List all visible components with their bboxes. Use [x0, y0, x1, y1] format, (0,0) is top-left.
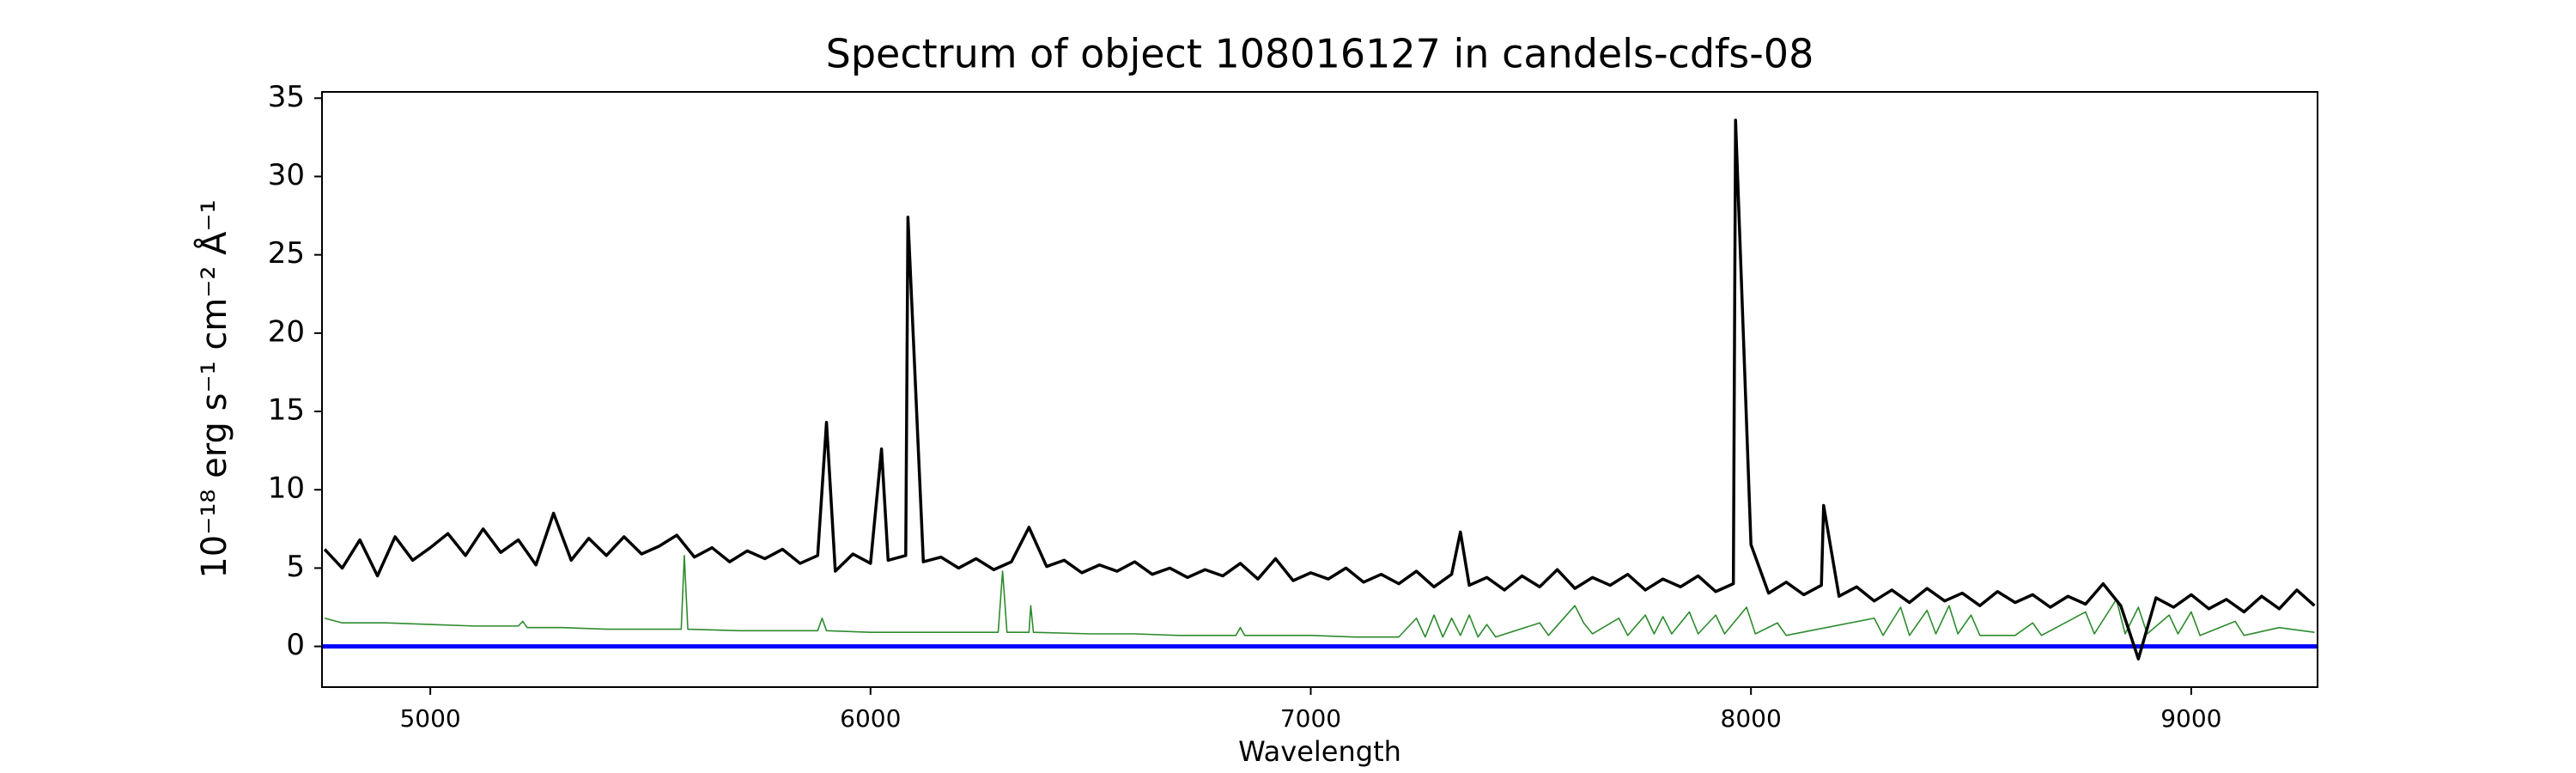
x-tick-label: 9000	[2160, 704, 2221, 733]
y-tick-label: 5	[286, 550, 305, 584]
y-tick-label: 0	[286, 628, 305, 662]
x-tick-label: 6000	[840, 704, 901, 733]
x-tick-label: 8000	[1721, 704, 1782, 733]
y-tick-label: 35	[268, 80, 305, 114]
y-tick-label: 15	[268, 393, 305, 428]
plot-frame	[321, 91, 2318, 688]
spectrum-line	[324, 555, 2315, 638]
y-tick-label: 20	[268, 314, 305, 349]
y-axis-label: 10⁻¹⁸ erg s⁻¹ cm⁻² Å⁻¹	[193, 199, 234, 578]
chart-title: Spectrum of object 108016127 in candels-…	[826, 31, 1814, 77]
y-tick-label: 25	[268, 236, 305, 271]
plot-lines	[322, 119, 2318, 660]
y-tick-label: 10	[268, 472, 305, 506]
x-tick-label: 5000	[399, 704, 460, 733]
x-axis-label: Wavelength	[1238, 735, 1401, 768]
y-tick-label: 30	[268, 158, 305, 192]
spectrum-line	[323, 119, 2316, 660]
x-tick-label: 7000	[1280, 704, 1341, 733]
